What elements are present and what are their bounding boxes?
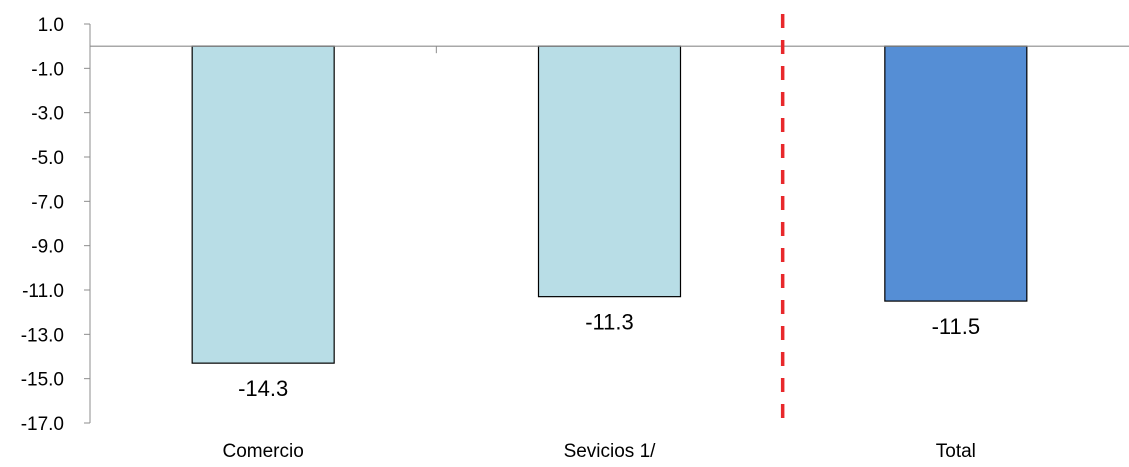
y-tick-label: -13.0 <box>21 325 64 346</box>
y-tick-label: -3.0 <box>31 104 64 125</box>
data-label: -11.5 <box>932 314 981 339</box>
y-tick-label: -7.0 <box>31 192 64 213</box>
category-label: Total <box>936 441 976 462</box>
y-tick-label: -17.0 <box>21 414 64 435</box>
y-tick-label: -5.0 <box>31 148 64 169</box>
bar-sevicios-1 <box>537 45 682 298</box>
y-tick-label: -15.0 <box>21 370 64 391</box>
category-labels: Comercio Sevicios 1/Total <box>223 441 976 462</box>
data-label: -11.3 <box>585 310 634 335</box>
bar-comercio <box>191 45 335 364</box>
y-tick-label: 1.0 <box>38 15 64 36</box>
data-label: -14.3 <box>238 376 288 401</box>
data-labels: -14.3 -11.3 -11.5 <box>238 310 980 402</box>
x-axis <box>90 45 1129 54</box>
category-label: Comercio <box>223 441 304 462</box>
y-tick-label: -9.0 <box>31 237 64 258</box>
bar-total <box>884 45 1028 302</box>
category-label: Sevicios 1/ <box>564 441 657 462</box>
y-tick-label: -1.0 <box>31 59 64 80</box>
y-tick-label: -11.0 <box>22 281 64 302</box>
y-axis: 1.0 -1.0 -3.0 -5.0 -7.0 -9.0 -11.0 -13.0 -15.0 -1… <box>21 15 91 435</box>
bars <box>191 45 1028 364</box>
